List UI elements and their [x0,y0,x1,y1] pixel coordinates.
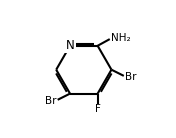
Text: N: N [66,39,74,52]
Text: Br: Br [125,72,137,82]
Text: NH₂: NH₂ [111,33,131,43]
Text: Br: Br [45,95,56,106]
Text: F: F [95,104,100,114]
